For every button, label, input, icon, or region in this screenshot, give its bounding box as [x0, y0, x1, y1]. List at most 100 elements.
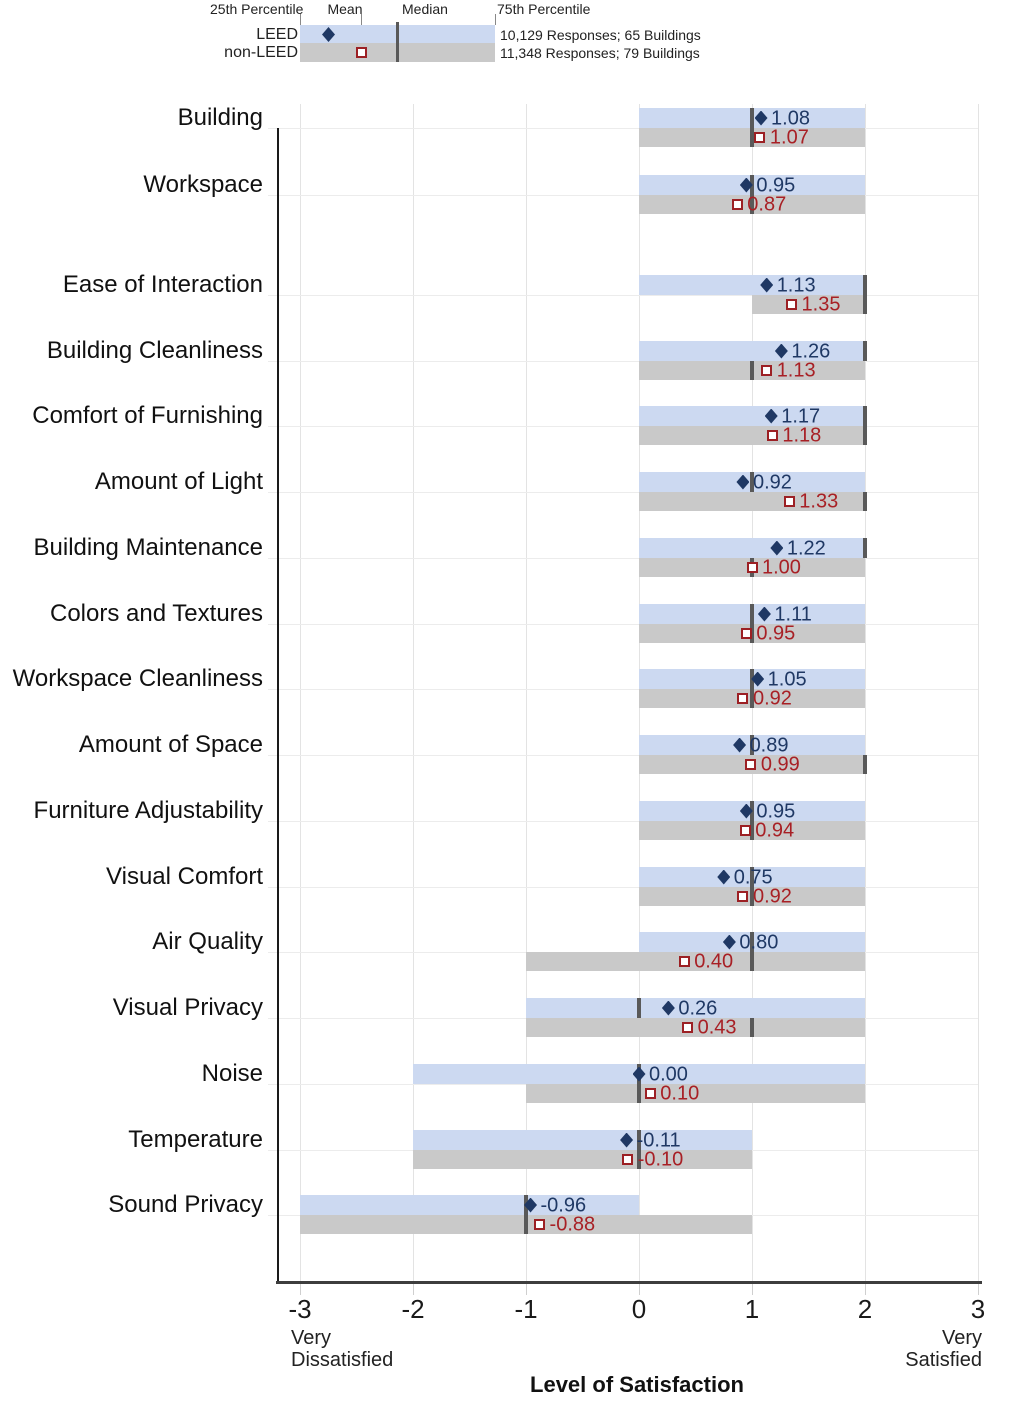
vertical-gridline: [413, 104, 414, 1281]
leed-median-line: [637, 998, 641, 1018]
x-tick-label: -2: [401, 1294, 425, 1324]
nonleed-median-line: [750, 689, 754, 708]
nonleed-mean-marker-icon: [737, 891, 749, 902]
category-label: Temperature: [128, 1126, 263, 1153]
nonleed-median-line: [863, 295, 867, 314]
leed-mean-value: 1.22: [786, 537, 826, 560]
category-label: Workspace Cleanliness: [12, 665, 263, 692]
leed-mean-value: 0.95: [756, 174, 796, 197]
legend-nonleed-mean-square-icon: [356, 47, 367, 58]
category-label: Amount of Space: [78, 731, 263, 758]
leed-mean-marker-icon: [757, 606, 771, 622]
category-label: Visual Privacy: [112, 994, 263, 1021]
nonleed-mean-value: 1.00: [762, 556, 801, 579]
leed-bar: [639, 275, 865, 295]
row-gridline: [268, 361, 978, 362]
vertical-gridline: [526, 104, 527, 1281]
leed-mean-marker-icon: [722, 934, 736, 950]
x-axis-tickmark: [639, 1281, 640, 1295]
legend-median-line: [396, 22, 399, 62]
leed-median-line: [637, 1130, 641, 1150]
leed-median-line: [750, 604, 754, 624]
category-label: Comfort of Furnishing: [32, 402, 263, 429]
nonleed-mean-marker-icon: [766, 430, 778, 441]
x-axis-tickmark: [526, 1281, 527, 1295]
leed-mean-marker-icon: [739, 803, 753, 819]
nonleed-mean-marker-icon: [745, 759, 757, 770]
x-tick-label: -3: [288, 1294, 312, 1324]
row-gridline: [268, 492, 978, 493]
leed-mean-value: 1.13: [776, 274, 816, 297]
leed-mean-marker-icon: [620, 1132, 634, 1148]
nonleed-mean-marker-icon: [783, 496, 795, 507]
nonleed-mean-marker-icon: [746, 562, 758, 573]
leed-mean-marker-icon: [774, 343, 788, 359]
leed-bar: [639, 538, 865, 558]
leed-mean-value: 0.75: [733, 866, 773, 889]
category-label: Building Maintenance: [33, 534, 264, 561]
leed-mean-value: -0.96: [540, 1194, 587, 1217]
nonleed-mean-marker-icon: [644, 1088, 656, 1099]
category-label: Building: [177, 104, 263, 131]
nonleed-mean-marker-icon: [739, 825, 751, 836]
category-label: Building Cleanliness: [46, 337, 263, 364]
nonleed-mean-marker-icon: [678, 956, 690, 967]
x-axis-max-caption: Very Satisfied: [782, 1327, 982, 1371]
nonleed-median-line: [524, 1215, 528, 1234]
row-gridline: [268, 295, 978, 296]
category-label: Colors and Textures: [50, 600, 263, 627]
category-label: Furniture Adjustability: [33, 797, 263, 824]
nonleed-median-line: [750, 952, 754, 971]
legend-median-label: Median: [402, 1, 448, 17]
nonleed-mean-value: 1.33: [799, 490, 839, 513]
nonleed-bar: [413, 1150, 752, 1169]
vertical-gridline: [300, 104, 301, 1281]
leed-mean-value: 0.00: [649, 1063, 688, 1086]
x-tick-label: 3: [970, 1294, 986, 1324]
leed-mean-marker-icon: [717, 869, 731, 885]
leed-mean-marker-icon: [524, 1197, 538, 1213]
leed-mean-value: 0.89: [749, 734, 789, 757]
nonleed-median-line: [750, 821, 754, 840]
leed-mean-value: 1.26: [791, 340, 831, 363]
nonleed-mean-value: 0.10: [660, 1082, 700, 1105]
leed-mean-marker-icon: [736, 474, 750, 490]
category-label: Noise: [201, 1060, 263, 1087]
nonleed-bar: [639, 492, 865, 511]
nonleed-mean-value: 1.13: [776, 359, 816, 382]
category-label: Visual Comfort: [106, 863, 263, 890]
leed-mean-value: 1.11: [774, 603, 812, 626]
nonleed-mean-marker-icon: [786, 299, 798, 310]
legend-leed-note: 10,129 Responses; 65 Buildings: [500, 27, 701, 43]
x-axis-line: [276, 1281, 982, 1284]
leed-median-line: [750, 867, 754, 887]
leed-mean-value: 0.95: [756, 800, 796, 823]
legend-25th-tick: [300, 14, 301, 25]
nonleed-mean-value: -0.88: [549, 1213, 596, 1236]
category-label: Ease of Interaction: [62, 271, 263, 298]
leed-mean-marker-icon: [754, 110, 768, 126]
nonleed-mean-value: 0.92: [752, 687, 792, 710]
leed-mean-marker-icon: [739, 177, 753, 193]
row-gridline: [268, 755, 978, 756]
leed-mean-value: -0.11: [636, 1129, 681, 1152]
x-tick-label: 1: [744, 1294, 760, 1324]
nonleed-median-line: [637, 1084, 641, 1103]
category-label: Amount of Light: [94, 468, 263, 495]
category-label: Workspace: [143, 171, 263, 198]
x-tick-label: 0: [631, 1294, 647, 1324]
nonleed-mean-value: 0.87: [747, 193, 787, 216]
leed-median-line: [750, 108, 754, 128]
legend-nonleed-label: non-LEED: [224, 44, 298, 61]
x-axis-tickmark: [865, 1281, 866, 1295]
leed-median-line: [863, 341, 867, 361]
leed-median-line: [863, 406, 867, 426]
y-axis-line: [277, 128, 279, 1281]
x-axis-tickmark: [752, 1281, 753, 1295]
nonleed-bar: [526, 1084, 865, 1103]
row-gridline: [268, 195, 978, 196]
nonleed-mean-value: 0.99: [760, 753, 800, 776]
leed-median-line: [750, 472, 754, 492]
legend-mean-label: Mean: [327, 1, 363, 17]
